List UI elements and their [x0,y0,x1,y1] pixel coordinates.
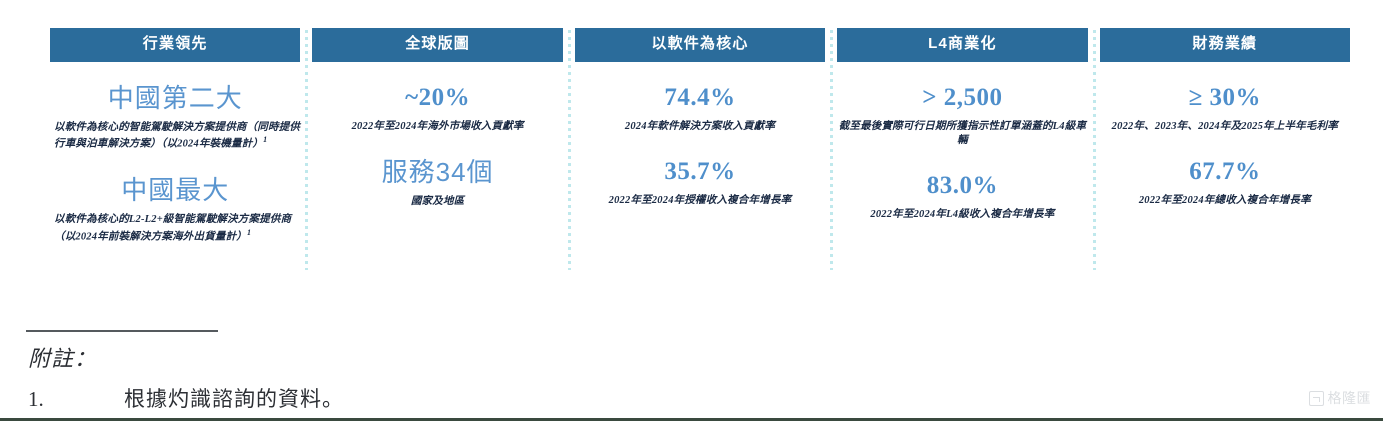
stat-caption: 截至最後實際可行日期所獲指示性訂單涵蓋的L4級車輛 [837,120,1087,148]
page-bottom-rule [0,418,1383,421]
stat-value: 74.4% [664,83,736,111]
stat-block: 67.7% 2022年至2024年總收入複合年增長率 [1100,156,1350,208]
stat-caption: 以軟件為核心的L2-L2+級智能駕駛解決方案提供商（以2024年前裝解決方案海外… [50,213,300,244]
footnote-number: 1. [28,387,44,411]
stat-value: > 2,500 [922,83,1003,111]
footnote-item: 1. 根據灼識諮詢的資料。 [28,383,344,413]
stat-value: 83.0% [926,172,999,200]
stat-value: 中國第二大 [107,82,243,113]
stat-caption: 2024年軟件解決方案收入貢獻率 [575,120,825,134]
stat-block: ≥ 30% 2022年、2023年、2024年及2025年上半年毛利率 [1100,82,1350,134]
highlights-band: 行業領先中國第二大以軟件為核心的智能駕駛解決方案提供商（同時提供行車與泊車解決方… [44,28,1356,270]
stat-value: ~20% [405,83,471,111]
stat-caption: 2022年至2024年L4級收入複合年增長率 [837,208,1087,222]
footnote-text: 根據灼識諮詢的資料。 [124,387,344,411]
stat-block: 中國最大以軟件為核心的L2-L2+級智能駕駛解決方案提供商（以2024年前裝解決… [50,174,300,244]
stat-value: ≥ 30% [1188,83,1262,111]
highlight-column: L4商業化 > 2,500 截至最後實際可行日期所獲指示性訂單涵蓋的L4級車輛 83.… [830,28,1093,270]
stat-caption-text: 2022年至2024年總收入複合年增長率 [1138,195,1311,207]
stat-block: > 2,500 截至最後實際可行日期所獲指示性訂單涵蓋的L4級車輛 [837,82,1087,149]
footnote-marker: 1 [263,135,268,145]
stat-caption-text: 2022年、2023年、2024年及2025年上半年毛利率 [1111,120,1338,132]
watermark: 格隆匯 [1308,388,1372,408]
footnote-divider [26,330,218,332]
column-header: 行業領先 [50,28,301,62]
stat-caption-text: 以軟件為核心的智能駕駛解決方案提供商（同時提供行車與泊車解決方案）（以2024年… [54,122,301,150]
stat-caption: 2022年至2024年總收入複合年增長率 [1100,194,1350,208]
stat-block: 中國第二大以軟件為核心的智能駕駛解決方案提供商（同時提供行車與泊車解決方案）（以… [50,82,300,152]
stat-value: 中國最大 [121,174,230,205]
highlight-column: 以軟件為核心 74.4% 2024年軟件解決方案收入貢獻率 35.7% 2022年至20… [567,28,831,270]
stat-caption: 2022年、2023年、2024年及2025年上半年毛利率 [1100,120,1350,134]
footnote-title: 附註： [28,346,98,371]
stat-caption-text: 2024年軟件解決方案收入貢獻率 [624,120,776,132]
column-header: L4商業化 [837,28,1088,62]
highlight-column: 行業領先中國第二大以軟件為核心的智能駕駛解決方案提供商（同時提供行車與泊車解決方… [44,28,306,268]
column-header: 財務業績 [1099,28,1351,62]
stat-caption: 國家及地區 [312,195,562,209]
stat-caption-text: 截至最後實際可行日期所獲指示性訂單涵蓋的L4級車輛 [838,120,1087,146]
gelonghui-logo-icon [1308,390,1324,406]
stat-block: ~20% 2022年至2024年海外市場收入貢獻率 [312,82,562,134]
stat-caption-text: 2022年至2024年L4級收入複合年增長率 [870,209,1055,221]
stat-caption: 2022年至2024年海外市場收入貢獻率 [312,120,562,134]
stat-value: 35.7% [664,157,736,185]
stat-block: 35.7% 2022年至2024年授權收入複合年增長率 [575,156,825,208]
stat-caption-text: 2022年至2024年授權收入複合年增長率 [608,195,792,207]
stat-value: 服務34個 [381,156,494,187]
watermark-label: 格隆匯 [1327,390,1371,406]
stat-block: 83.0% 2022年至2024年L4級收入複合年增長率 [837,170,1087,222]
stat-block: 74.4% 2024年軟件解決方案收入貢獻率 [575,82,825,134]
stat-value: 67.7% [1189,157,1261,185]
stat-caption-text: 以軟件為核心的L2-L2+級智能駕駛解決方案提供商（以2024年前裝解決方案海外… [54,214,292,243]
highlight-column: 全球版圖 ~20% 2022年至2024年海外市場收入貢獻率服務34個國家及地區 [305,28,568,270]
stat-caption: 2022年至2024年授權收入複合年增長率 [575,194,825,208]
footnote-marker: 1 [247,227,252,237]
column-header: 全球版圖 [312,28,563,62]
column-header: 以軟件為核心 [574,28,826,62]
stat-caption: 以軟件為核心的智能駕駛解決方案提供商（同時提供行車與泊車解決方案）（以2024年… [50,121,300,152]
stat-caption-text: 國家及地區 [410,196,465,208]
stat-caption-text: 2022年至2024年海外市場收入貢獻率 [351,120,524,132]
highlight-column: 財務業績 ≥ 30% 2022年、2023年、2024年及2025年上半年毛利率 67… [1092,28,1356,270]
stat-block: 服務34個國家及地區 [312,156,562,210]
